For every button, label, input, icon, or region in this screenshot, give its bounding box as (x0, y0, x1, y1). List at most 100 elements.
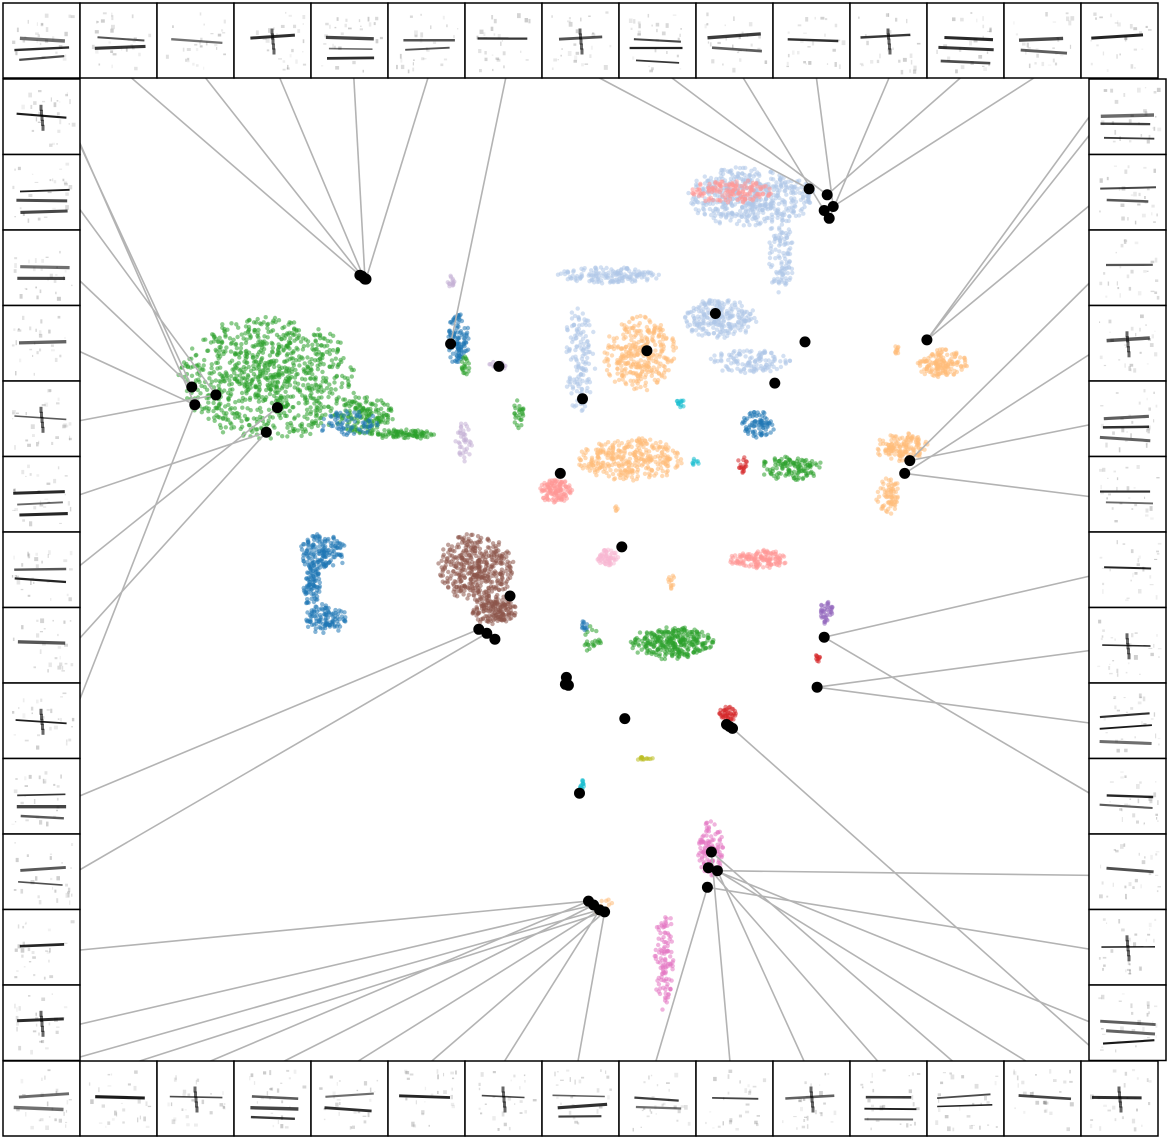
scatter-point (657, 339, 662, 345)
scatter-point (259, 322, 264, 327)
scatter-point (469, 568, 474, 573)
scatter-point (805, 193, 810, 199)
scatter-point (211, 385, 217, 390)
scatter-point (586, 376, 591, 382)
scatter-point (286, 322, 291, 327)
scatter-point (768, 246, 773, 251)
scatter-point (624, 266, 629, 271)
scatter-point (737, 300, 743, 305)
scatter-point (750, 180, 756, 186)
scatter-point (604, 553, 609, 559)
scatter-point (715, 333, 721, 339)
scatter-point (276, 371, 281, 376)
scatter-point (281, 348, 286, 353)
scatter-point (244, 351, 249, 356)
scatter-point (751, 201, 756, 207)
scatter-point (802, 200, 807, 206)
scatter-point (685, 310, 690, 315)
scatter-point (468, 581, 474, 586)
scatter-point (574, 358, 579, 363)
scatter-point (311, 332, 317, 337)
scatter-point (791, 205, 796, 211)
scatter-point (520, 407, 525, 412)
scatter-point (246, 422, 252, 428)
scatter-point (620, 377, 625, 382)
scatter-point (638, 313, 643, 319)
scatter-point (768, 176, 774, 181)
scatter-point (209, 371, 214, 376)
scatter-point (322, 611, 327, 617)
scatter-point (714, 327, 720, 332)
scatter-point (783, 282, 788, 287)
scatter-point (315, 423, 321, 428)
scatter-point (787, 265, 792, 270)
scatter-point (609, 353, 615, 358)
scatter-point (691, 191, 696, 196)
scatter-point (779, 215, 785, 221)
scatter-point (499, 567, 505, 572)
scatter-point (232, 406, 238, 411)
scatter-point (466, 336, 471, 341)
scatter-point (273, 319, 278, 325)
scatter-point (768, 264, 774, 270)
scatter-point (467, 452, 472, 457)
scatter-point (786, 251, 791, 257)
scatter-point (554, 484, 559, 490)
scatter-point (714, 189, 719, 194)
scatter-point (316, 327, 321, 332)
scatter-point (574, 332, 580, 338)
scatter-point (674, 454, 679, 459)
scatter-point (661, 370, 667, 375)
scatter-point (740, 165, 746, 171)
scatter-point (325, 343, 330, 348)
scatter-point (196, 377, 201, 382)
scatter-point (286, 368, 291, 373)
scatter-point (720, 212, 725, 218)
scatter-point (239, 419, 244, 424)
scatter-point (739, 309, 745, 314)
scatter-point (455, 560, 460, 565)
scatter-point (631, 468, 636, 474)
scatter-point (302, 414, 307, 419)
scatter-point (270, 328, 276, 333)
scatter-point (763, 197, 768, 202)
scatter-point (203, 337, 208, 342)
scatter-point (233, 400, 238, 405)
scatter-point (701, 310, 706, 315)
scatter-point (586, 462, 592, 467)
scatter-point (622, 326, 627, 331)
scatter-point (669, 577, 674, 583)
scatter-point (643, 438, 648, 444)
scatter-point (215, 414, 221, 420)
scatter-point (461, 592, 466, 597)
scatter-point (684, 320, 690, 325)
scatter-point (313, 339, 318, 344)
scatter-point (653, 342, 658, 347)
scatter-point (318, 359, 323, 365)
scatter-point (729, 361, 734, 366)
scatter-point (779, 279, 784, 284)
scatter-point (713, 219, 718, 224)
scatter-point (313, 626, 318, 631)
scatter-point (576, 361, 581, 366)
scatter-point (330, 348, 336, 353)
scatter-point (634, 464, 640, 470)
scatter-point (711, 638, 716, 643)
scatter-point (216, 339, 221, 344)
scatter-point (670, 635, 675, 641)
scatter-point (466, 366, 472, 371)
scatter-point (352, 419, 358, 424)
scatter-point (681, 650, 686, 655)
scatter-point (262, 422, 267, 427)
scatter-point (700, 206, 706, 211)
scatter-point (314, 404, 319, 410)
scatter-point (685, 651, 690, 657)
scatter-point (309, 587, 314, 592)
scatter-point (606, 440, 611, 445)
scatter-point (634, 314, 640, 320)
scatter-point (666, 368, 671, 373)
scatter-point (480, 571, 485, 576)
scatter-point (465, 542, 470, 547)
scatter-point (467, 553, 472, 558)
scatter-point (618, 475, 623, 481)
